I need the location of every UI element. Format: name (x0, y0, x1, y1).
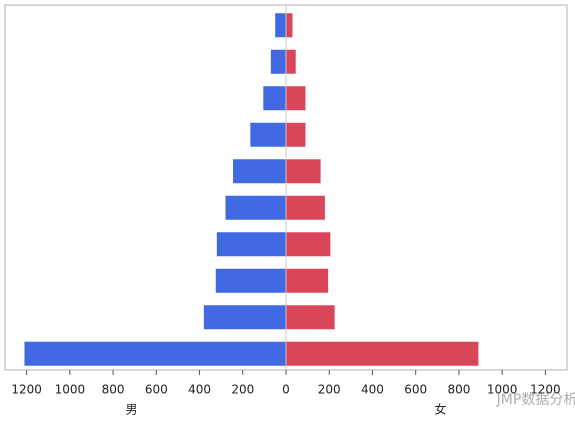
bar (286, 122, 306, 147)
x-tick-label: 400 (361, 383, 384, 397)
bar (286, 13, 293, 38)
x-tick-label: 600 (404, 383, 427, 397)
bar (250, 122, 286, 147)
x-tick-label: 1200 (11, 383, 42, 397)
bar (215, 268, 286, 293)
x-tick-label: 600 (145, 383, 168, 397)
x-tick-label: 1000 (487, 383, 518, 397)
series-label: 男 (125, 403, 137, 417)
bar (286, 49, 296, 74)
bar (275, 13, 286, 38)
x-tick-label: 400 (188, 383, 211, 397)
bar (286, 232, 331, 257)
x-tick-label: 800 (102, 383, 125, 397)
bar (263, 86, 286, 111)
bar (24, 341, 286, 366)
bar (203, 305, 286, 330)
bar (286, 159, 321, 184)
bar (286, 305, 335, 330)
x-tick-label: 1000 (55, 383, 86, 397)
x-tick-label: 800 (447, 383, 470, 397)
bar (225, 195, 286, 220)
watermark: JMP数据分析 (496, 392, 575, 408)
bar (286, 195, 325, 220)
bar (286, 268, 329, 293)
x-tick-label: 200 (231, 383, 254, 397)
bar (286, 341, 479, 366)
bar (216, 232, 286, 257)
bar (233, 159, 286, 184)
x-tick-label: 200 (318, 383, 341, 397)
x-tick-label: 1200 (530, 383, 561, 397)
series-label: 女 (435, 402, 447, 417)
bar (286, 86, 306, 111)
x-tick-label: 0 (282, 383, 290, 397)
bar (270, 49, 286, 74)
